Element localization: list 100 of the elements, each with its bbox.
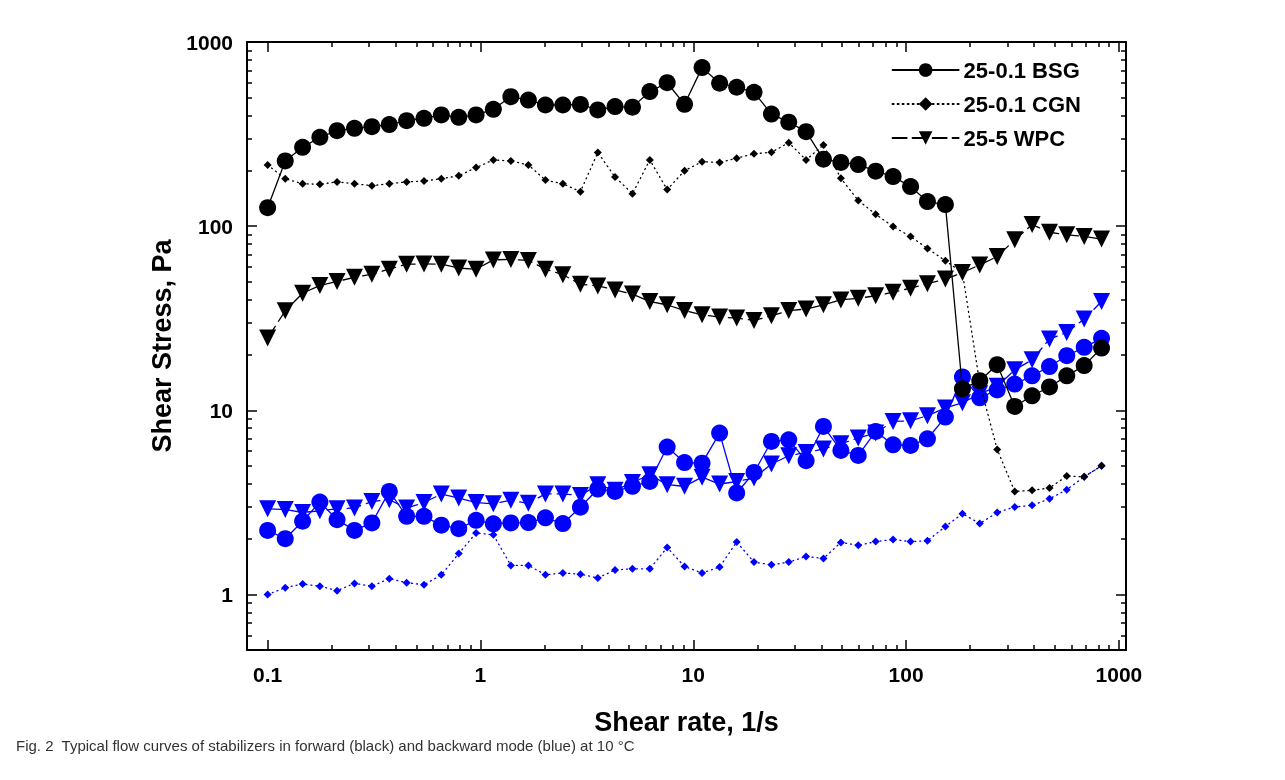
point <box>454 171 463 180</box>
point <box>918 275 936 293</box>
point <box>502 491 520 509</box>
point <box>1028 501 1037 510</box>
point <box>676 302 694 320</box>
point <box>849 446 867 464</box>
point <box>1045 483 1054 492</box>
point <box>854 541 863 550</box>
point <box>693 306 711 324</box>
point <box>1041 223 1058 241</box>
y-tick-label: 100 <box>197 214 233 238</box>
point <box>1062 472 1071 481</box>
x-tick-label: 10 <box>681 663 705 686</box>
point <box>263 160 272 169</box>
point <box>432 485 450 503</box>
point <box>593 574 602 582</box>
point <box>918 430 936 448</box>
point <box>814 417 832 435</box>
point <box>311 493 329 511</box>
point <box>906 232 915 241</box>
point <box>923 536 932 545</box>
point <box>641 293 659 310</box>
point <box>402 578 411 587</box>
point <box>363 493 381 511</box>
point <box>1028 486 1037 495</box>
point <box>698 157 707 166</box>
point <box>554 515 572 533</box>
point <box>367 582 376 591</box>
point <box>902 436 920 454</box>
point <box>732 537 741 546</box>
point <box>680 166 689 175</box>
point <box>836 538 845 547</box>
point <box>350 579 359 588</box>
point <box>346 499 363 517</box>
point <box>315 582 324 591</box>
point <box>628 564 637 573</box>
point <box>1041 378 1058 396</box>
point <box>663 185 672 194</box>
point <box>941 522 950 531</box>
point <box>398 255 416 273</box>
point <box>645 155 654 164</box>
point <box>902 412 920 430</box>
point <box>958 509 967 518</box>
point <box>745 311 763 329</box>
point <box>576 187 585 196</box>
point <box>294 284 312 302</box>
point <box>971 389 989 407</box>
point <box>554 96 572 114</box>
point <box>623 285 641 303</box>
point <box>536 260 554 278</box>
point <box>1041 358 1058 376</box>
point <box>854 196 863 205</box>
point <box>571 498 589 516</box>
point <box>484 495 502 513</box>
legend-label: 25-0.1 CGN <box>963 91 1082 117</box>
point <box>941 256 950 265</box>
x-axis-title: Shear rate, 1/s <box>594 706 779 737</box>
point <box>576 570 585 579</box>
point <box>558 568 567 577</box>
point <box>502 88 520 106</box>
point <box>784 138 793 147</box>
point <box>780 447 798 465</box>
point <box>1010 502 1019 511</box>
legend-label: 25-5 WPC <box>963 125 1066 151</box>
point <box>1093 230 1111 248</box>
point <box>849 429 867 447</box>
point <box>380 116 398 134</box>
point <box>311 277 329 295</box>
caption: Fig. 2 Typical flow curves of stabilizers in forward (black) and backward mode (blue) at 10 °C <box>16 737 635 754</box>
point <box>450 489 468 507</box>
point <box>711 475 729 493</box>
point <box>541 570 550 579</box>
point <box>711 74 729 92</box>
x-tick-label: 100 <box>888 663 924 686</box>
point <box>346 119 363 137</box>
point <box>281 174 290 183</box>
point <box>797 452 815 470</box>
point <box>346 268 363 286</box>
point <box>936 408 954 426</box>
point <box>276 530 294 548</box>
point <box>971 372 989 390</box>
point <box>519 251 537 269</box>
point <box>1041 330 1058 348</box>
point <box>1093 339 1111 357</box>
point <box>658 296 676 314</box>
point <box>536 96 554 114</box>
point <box>606 281 624 299</box>
point <box>294 512 312 530</box>
point <box>1062 485 1071 494</box>
point <box>658 74 676 92</box>
point <box>711 308 729 326</box>
point <box>784 558 793 567</box>
point <box>849 156 867 174</box>
point <box>1075 357 1093 375</box>
point <box>762 455 780 473</box>
point <box>467 260 485 278</box>
point <box>420 580 428 589</box>
point <box>1058 323 1076 341</box>
point <box>780 113 798 131</box>
point <box>1058 367 1076 385</box>
